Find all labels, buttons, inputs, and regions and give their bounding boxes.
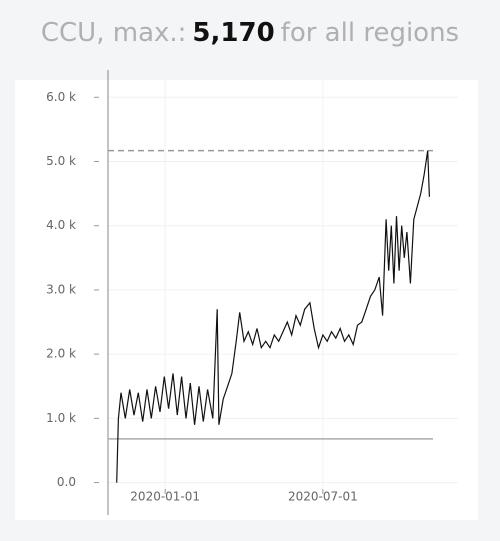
y-tick-label: 6.0 k: [46, 90, 76, 104]
chart-panel: [15, 80, 478, 520]
y-tick-label: 4.0 k: [46, 218, 76, 232]
y-tick-label: 5.0 k: [46, 154, 76, 168]
x-tick-label: 2020-07-01: [288, 490, 358, 504]
x-tick-label: 2020-01-01: [130, 490, 200, 504]
y-tick-label: 1.0 k: [46, 411, 76, 425]
title-text: CCU, max.:: [40, 18, 187, 48]
title-text: for all regions: [280, 18, 460, 48]
data-line: [116, 150, 430, 483]
chart-title: CCU, max.: 5,170 for all regions: [0, 18, 500, 48]
y-tick-label: 3.0 k: [46, 282, 76, 296]
y-tick-label: 2.0 k: [46, 347, 76, 361]
title-max: 5,170: [192, 18, 275, 48]
y-tick-label: 0.0: [57, 475, 76, 489]
